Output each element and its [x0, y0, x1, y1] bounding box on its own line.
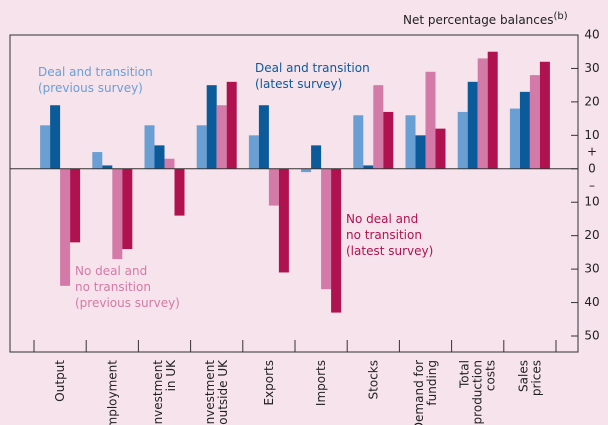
bar [467, 81, 478, 169]
axis-sign: – [589, 178, 595, 192]
bar [519, 91, 530, 169]
annotation-line: no transition [346, 228, 422, 242]
x-tick-line: Employment [105, 360, 119, 425]
x-tick-label: Salesprices [516, 360, 543, 396]
y-axis-label: Net percentage balances(b) [403, 11, 568, 27]
bar [174, 168, 185, 216]
bar [425, 71, 436, 169]
x-tick-label: Stocks [366, 360, 380, 399]
x-tick-line: Sales [516, 360, 530, 392]
y-label-text: Net percentage balances [403, 13, 554, 27]
x-tick-label: Investmentoutside UK [203, 359, 230, 425]
x-tick-line: Imports [314, 360, 328, 406]
annotation-line: Deal and transition [255, 61, 370, 75]
bar [353, 115, 364, 169]
annotation: No deal and no transition (previous survey… [75, 264, 180, 310]
x-tick-label: Output [53, 360, 67, 402]
bar [154, 145, 165, 169]
y-tick-label: 10 [584, 195, 599, 209]
x-tick-line: costs [483, 360, 497, 391]
annotation-line: (previous survey) [38, 81, 143, 95]
annotation-line: no transition [75, 280, 151, 294]
x-tick-line: Output [53, 360, 67, 402]
x-tick-line: prices [529, 360, 543, 396]
bar [122, 168, 133, 250]
x-tick-line: Investment [151, 360, 165, 425]
bar [373, 85, 384, 169]
y-tick-label: 40 [584, 295, 599, 309]
x-tick-line: production [470, 360, 484, 424]
x-tick-label: Investmentin UK [151, 359, 178, 425]
x-tick-line: outside UK [216, 359, 230, 425]
bar [457, 111, 468, 169]
y-tick-label: 30 [584, 61, 599, 75]
bar [258, 105, 269, 169]
axis-sign: + [587, 144, 597, 158]
y-tick-label: 0 [588, 161, 596, 175]
bar [112, 168, 123, 260]
bar [435, 128, 446, 169]
bar [331, 168, 342, 313]
bar [311, 145, 322, 169]
y-label-note: (b) [554, 11, 568, 22]
bar [50, 105, 61, 169]
annotation: No deal and no transition (latest survey) [346, 212, 433, 258]
annotation-line: (latest survey) [346, 244, 433, 258]
x-tick-line: Total [457, 360, 471, 389]
y-tick-label: 40 [584, 28, 599, 42]
x-tick-line: Demand for [412, 360, 426, 425]
y-tick-label: 30 [584, 262, 599, 276]
y-tick-label: 10 [584, 128, 599, 142]
x-tick-line: Investment [203, 360, 217, 425]
bar [477, 58, 488, 169]
bar [216, 105, 227, 169]
x-tick-line: Stocks [366, 360, 380, 399]
bar [487, 51, 498, 169]
bar [40, 125, 51, 169]
bar [102, 165, 113, 169]
x-tick-line: in UK [164, 359, 178, 392]
annotation-line: Deal and transition [38, 65, 153, 79]
bar [383, 111, 394, 169]
bar [206, 85, 217, 169]
bar [415, 135, 426, 169]
bar [278, 168, 289, 273]
bar [226, 81, 237, 169]
y-tick-label: 20 [584, 228, 599, 242]
annotation-line: (previous survey) [75, 296, 180, 310]
bar [539, 61, 550, 169]
bar [164, 158, 175, 169]
y-tick-label: 50 [584, 329, 599, 343]
bar [363, 165, 374, 169]
x-tick-label: Exports [261, 360, 275, 406]
annotation: Deal and transition (latest survey) [255, 61, 370, 91]
x-tick-line: funding [425, 360, 439, 406]
x-tick-label: Imports [314, 360, 328, 406]
bar [529, 75, 540, 169]
bar [301, 168, 312, 173]
annotation-line: (latest survey) [255, 77, 342, 91]
bar [70, 168, 81, 243]
plot-frame [9, 34, 579, 353]
x-tick-label: Totalproductioncosts [457, 360, 497, 424]
bar [405, 115, 416, 169]
bar [144, 125, 155, 169]
bar [92, 152, 103, 169]
annotation-line: No deal and [75, 264, 147, 278]
y-tick-label: 20 [584, 94, 599, 108]
x-tick-label: Demand forfunding [412, 360, 439, 425]
bar [268, 168, 279, 206]
bar [321, 168, 332, 290]
bar [509, 108, 520, 169]
x-tick-label: Employment [105, 360, 119, 425]
x-tick-line: Exports [261, 360, 275, 406]
bar [60, 168, 71, 286]
bar [248, 135, 259, 169]
annotation: Deal and transition (previous survey) [38, 65, 153, 95]
bar [196, 125, 207, 169]
annotation-line: No deal and [346, 212, 418, 226]
